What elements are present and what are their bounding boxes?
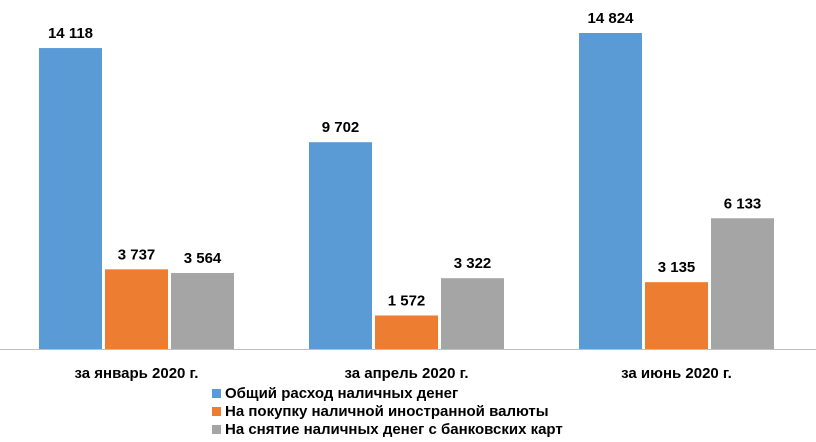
bars-group — [39, 33, 774, 349]
legend-swatch-currency — [212, 406, 221, 416]
legend-label-cards: На снятие наличных денег с банковских ка… — [225, 420, 563, 438]
category-label-2: за июнь 2020 г. — [621, 365, 732, 382]
bar-s0-c0 — [39, 48, 102, 349]
legend-swatch-total — [212, 388, 221, 398]
bar-s0-c2 — [579, 33, 642, 349]
bar-s0-c1 — [309, 142, 372, 349]
category-labels-group: за январь 2020 г. за апрель 2020 г. за июн… — [75, 365, 732, 382]
legend-item-currency: На покупку наличной иностранной валюты — [212, 402, 563, 420]
legend-label-total: Общий расход наличных денег — [225, 384, 459, 402]
bar-s2-c0 — [171, 273, 234, 349]
value-label-s1-c0: 3 737 — [118, 246, 156, 263]
value-label-s2-c2: 6 133 — [724, 195, 762, 212]
bar-s1-c0 — [105, 269, 168, 349]
value-label-s1-c1: 1 572 — [388, 292, 426, 309]
value-label-s2-c0: 3 564 — [184, 250, 222, 267]
value-label-s0-c1: 9 702 — [322, 119, 360, 136]
value-label-s0-c0: 14 118 — [48, 25, 93, 42]
bar-s1-c1 — [375, 315, 438, 349]
bar-s2-c2 — [711, 218, 774, 349]
value-labels-group: 14 118 3 737 3 564 9 702 1 572 3 322 14 824 3 1… — [48, 10, 761, 309]
value-label-s1-c2: 3 135 — [658, 259, 696, 276]
value-label-s0-c2: 14 824 — [588, 10, 635, 27]
category-label-0: за январь 2020 г. — [75, 365, 199, 382]
legend: Общий расход наличных денег На покупку н… — [212, 384, 563, 438]
legend-item-cards: На снятие наличных денег с банковских ка… — [212, 420, 563, 438]
legend-swatch-cards — [212, 424, 221, 434]
legend-item-total: Общий расход наличных денег — [212, 384, 563, 402]
value-label-s2-c1: 3 322 — [454, 255, 492, 272]
bar-s1-c2 — [645, 282, 708, 349]
legend-label-currency: На покупку наличной иностранной валюты — [225, 402, 549, 420]
bar-s2-c1 — [441, 278, 504, 349]
category-label-1: за апрель 2020 г. — [344, 365, 468, 382]
